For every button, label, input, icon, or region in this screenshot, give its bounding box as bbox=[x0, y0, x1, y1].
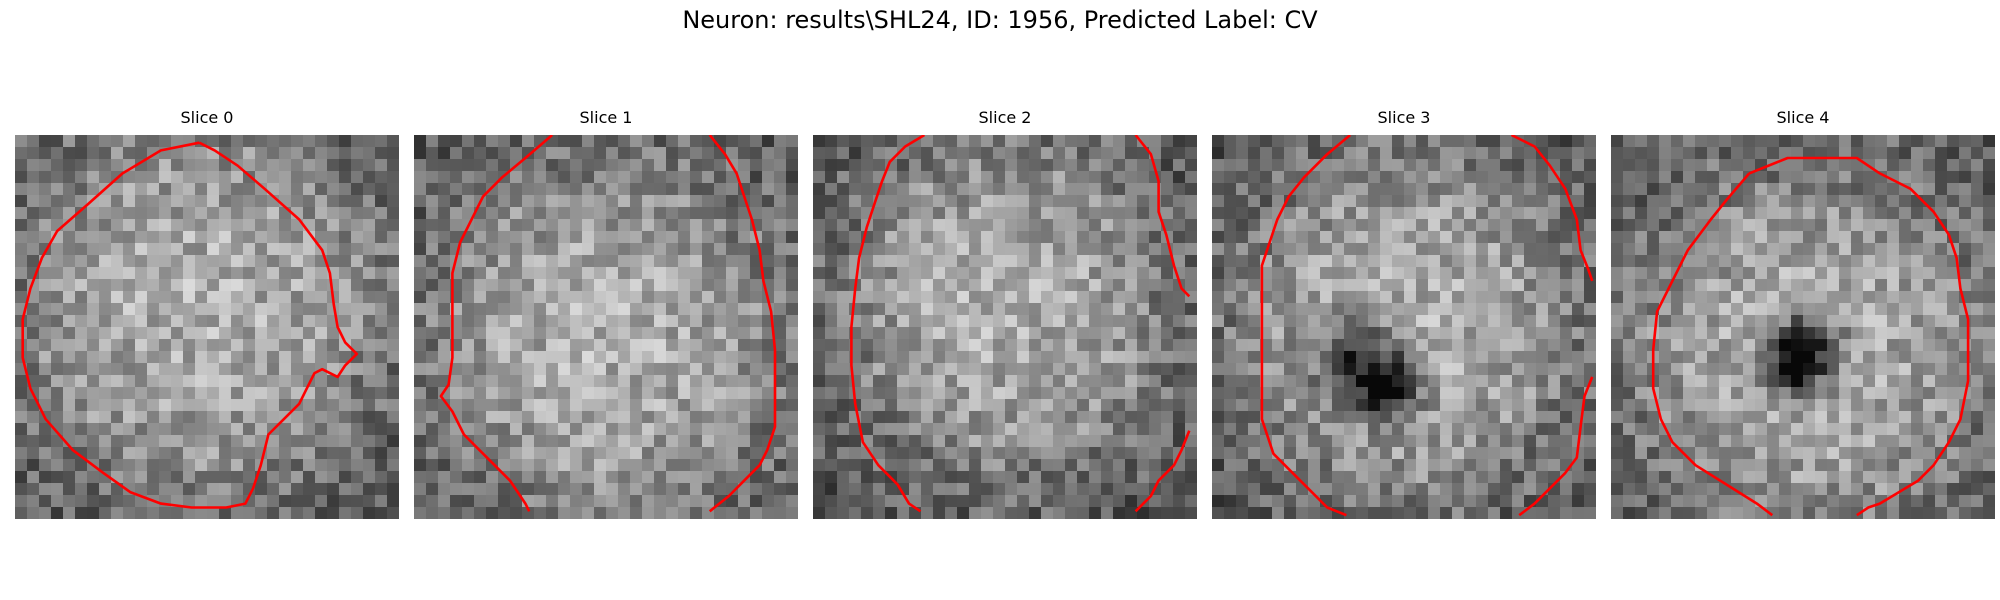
slice-image bbox=[414, 135, 798, 519]
slice-panel-1: Slice 1 bbox=[414, 106, 798, 519]
contour-line bbox=[439, 135, 554, 512]
pixel-grid bbox=[1611, 135, 1995, 519]
contour-line bbox=[1510, 135, 1594, 282]
pixel-grid bbox=[1212, 135, 1596, 519]
slice-image bbox=[813, 135, 1197, 519]
contour-line bbox=[850, 135, 926, 513]
contour-line bbox=[1748, 156, 1970, 517]
slice-panel-3: Slice 3 bbox=[1212, 106, 1596, 519]
slice-pixels bbox=[15, 135, 399, 519]
contour-line bbox=[1260, 135, 1352, 517]
slice-panel-4: Slice 4 bbox=[1611, 106, 1995, 519]
pixel-grid bbox=[15, 135, 399, 519]
slice-image bbox=[15, 135, 399, 519]
slice-image bbox=[1611, 135, 1995, 519]
slice-image bbox=[1212, 135, 1596, 519]
slice-pixels bbox=[1212, 135, 1596, 519]
contour-line bbox=[708, 135, 777, 513]
contour-line bbox=[1518, 376, 1594, 517]
pixel-grid bbox=[414, 135, 798, 519]
slice-title: Slice 4 bbox=[1776, 108, 1830, 127]
contour-line bbox=[1134, 430, 1191, 513]
slice-title: Slice 1 bbox=[579, 108, 633, 127]
figure-title: Neuron: results\SHL24, ID: 1956, Predict… bbox=[682, 6, 1318, 34]
slice-title: Slice 2 bbox=[978, 108, 1032, 127]
contour-line bbox=[1134, 135, 1191, 298]
slice-panel-0: Slice 0 bbox=[15, 106, 399, 519]
slice-pixels bbox=[1611, 135, 1995, 519]
slice-panel-2: Slice 2 bbox=[813, 106, 1197, 519]
slice-pixels bbox=[813, 135, 1197, 519]
slice-title: Slice 0 bbox=[180, 108, 234, 127]
slice-title: Slice 3 bbox=[1377, 108, 1431, 127]
contour-line bbox=[21, 141, 359, 509]
contour-line bbox=[1651, 172, 1774, 517]
slice-pixels bbox=[414, 135, 798, 519]
pixel-grid bbox=[813, 135, 1197, 519]
